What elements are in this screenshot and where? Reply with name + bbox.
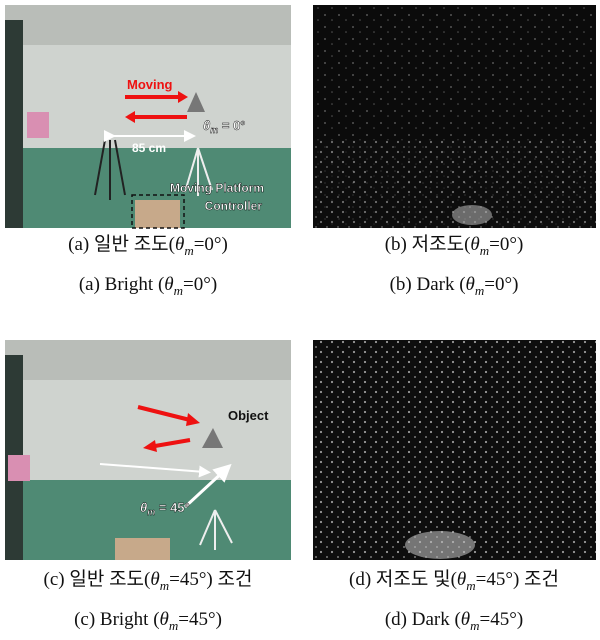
caption-text: =45°) 조건 bbox=[476, 568, 559, 590]
caption: (d) Dark (θm=45°) bbox=[385, 609, 523, 633]
caption-symbol: θ bbox=[150, 569, 159, 590]
caption-symbol: θ bbox=[470, 234, 479, 255]
overlay-label: Object bbox=[228, 408, 269, 423]
caption-symbol: θ bbox=[461, 609, 470, 630]
overlay-label: 85 cm bbox=[132, 141, 166, 155]
caption-text: =0°) bbox=[183, 274, 217, 295]
caption-text: =0°) bbox=[484, 274, 518, 295]
caption-symbol: θ bbox=[160, 609, 169, 630]
caption-text: (a) Bright ( bbox=[79, 274, 164, 295]
caption: (d) 저조도 및(θm=45°) 조건 bbox=[349, 568, 559, 593]
caption-subscript: m bbox=[174, 283, 183, 298]
caption-subscript: m bbox=[475, 283, 484, 298]
figure: Moving θm = 0° 85 cm Moving Platform Con… bbox=[0, 0, 600, 640]
caption-text: =45°) 조건 bbox=[169, 568, 252, 590]
caption-text: (d) 저조도 및( bbox=[349, 568, 457, 590]
caption: (a) 일반 조도(θm=0°) bbox=[68, 233, 228, 258]
overlay-label: Controller bbox=[205, 199, 263, 213]
photo-bright-0: Moving θm = 0° 85 cm Moving Platform Con… bbox=[5, 5, 291, 228]
caption: (a) Bright (θm=0°) bbox=[79, 274, 217, 298]
caption-symbol: θ bbox=[457, 569, 466, 590]
caption: (c) Bright (θm=45°) bbox=[74, 609, 222, 633]
caption-text: =45°) bbox=[480, 609, 524, 630]
caption: (b) 저조도(θm=0°) bbox=[385, 233, 524, 258]
caption-text: (c) Bright ( bbox=[74, 609, 159, 630]
caption-text: (b) 저조도( bbox=[385, 233, 471, 255]
overlay-angle: θm = 0° bbox=[203, 118, 246, 135]
photo-dark-45 bbox=[313, 340, 596, 560]
caption-text: (a) 일반 조도( bbox=[68, 233, 175, 255]
photo-bright-45: Object θm = 45° bbox=[5, 340, 291, 560]
caption-subscript: m bbox=[184, 243, 193, 258]
caption-subscript: m bbox=[160, 578, 169, 593]
photo-dark-0 bbox=[313, 5, 596, 228]
caption: (b) Dark (θm=0°) bbox=[390, 274, 519, 298]
caption-text: =0°) bbox=[489, 234, 523, 255]
caption-subscript: m bbox=[480, 243, 489, 258]
caption-text: (c) 일반 조도( bbox=[44, 568, 151, 590]
caption-symbol: θ bbox=[164, 274, 173, 295]
caption-subscript: m bbox=[169, 618, 178, 633]
caption-text: =45°) bbox=[178, 609, 222, 630]
overlay-label: Moving bbox=[127, 77, 173, 92]
caption-text: =0°) bbox=[194, 234, 228, 255]
caption-subscript: m bbox=[470, 618, 479, 633]
caption-text: (d) Dark ( bbox=[385, 609, 461, 630]
caption-text: (b) Dark ( bbox=[390, 274, 466, 295]
caption-symbol: θ bbox=[175, 234, 184, 255]
caption: (c) 일반 조도(θm=45°) 조건 bbox=[44, 568, 253, 593]
overlay-label: Moving Platform bbox=[170, 181, 264, 195]
caption-symbol: θ bbox=[466, 274, 475, 295]
caption-subscript: m bbox=[466, 578, 475, 593]
